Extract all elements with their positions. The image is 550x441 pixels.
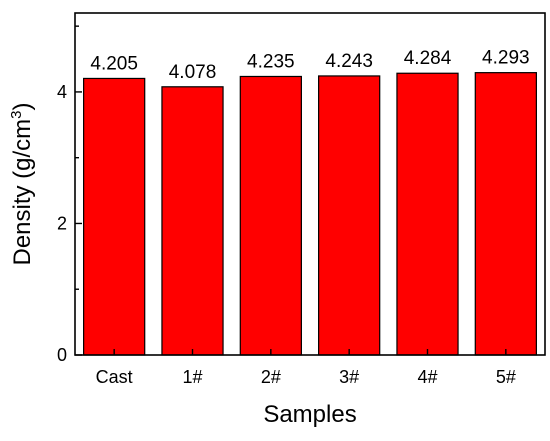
bar-cast bbox=[83, 77, 146, 356]
value-label-1: 4.078 bbox=[169, 62, 217, 83]
y-tick-label-0: 0 bbox=[57, 345, 67, 365]
y-tick-label-2: 2 bbox=[57, 213, 67, 233]
value-label-cast: 4.205 bbox=[90, 53, 138, 74]
y-axis-title-suffix: ) bbox=[9, 102, 36, 110]
y-tick-label-4: 4 bbox=[57, 82, 67, 102]
value-label-2: 4.235 bbox=[247, 51, 295, 72]
bar-3 bbox=[318, 75, 381, 356]
value-label-3: 4.243 bbox=[325, 51, 373, 72]
bar-5 bbox=[474, 72, 537, 356]
x-tick-label-5: 5# bbox=[496, 367, 516, 387]
x-tick-label-cast: Cast bbox=[96, 367, 133, 387]
x-tick-label-1: 1# bbox=[182, 367, 202, 387]
value-label-4: 4.284 bbox=[404, 48, 452, 69]
x-tick-label-4: 4# bbox=[417, 367, 437, 387]
ticks-layer: Cast 1# 2# 3# 4# 5# 0 2 4 bbox=[57, 25, 516, 387]
axes-layer bbox=[74, 12, 546, 356]
y-axis-title-superscript: 3 bbox=[8, 110, 25, 118]
y-axis-title-main: Density (g/cm bbox=[9, 119, 36, 266]
x-tick-label-3: 3# bbox=[339, 367, 359, 387]
bar-1 bbox=[161, 86, 224, 356]
bar-4 bbox=[396, 72, 459, 356]
value-labels-layer: 4.205 4.078 4.235 4.243 4.284 4.293 bbox=[90, 48, 529, 83]
x-tick-label-2: 2# bbox=[261, 367, 281, 387]
plot-frame bbox=[74, 12, 546, 356]
bar-2 bbox=[239, 75, 302, 356]
value-label-5: 4.293 bbox=[482, 48, 530, 69]
bars-layer bbox=[83, 72, 537, 356]
x-axis-title: Samples bbox=[263, 401, 356, 428]
y-axis-title: Density (g/cm3) bbox=[8, 102, 36, 265]
